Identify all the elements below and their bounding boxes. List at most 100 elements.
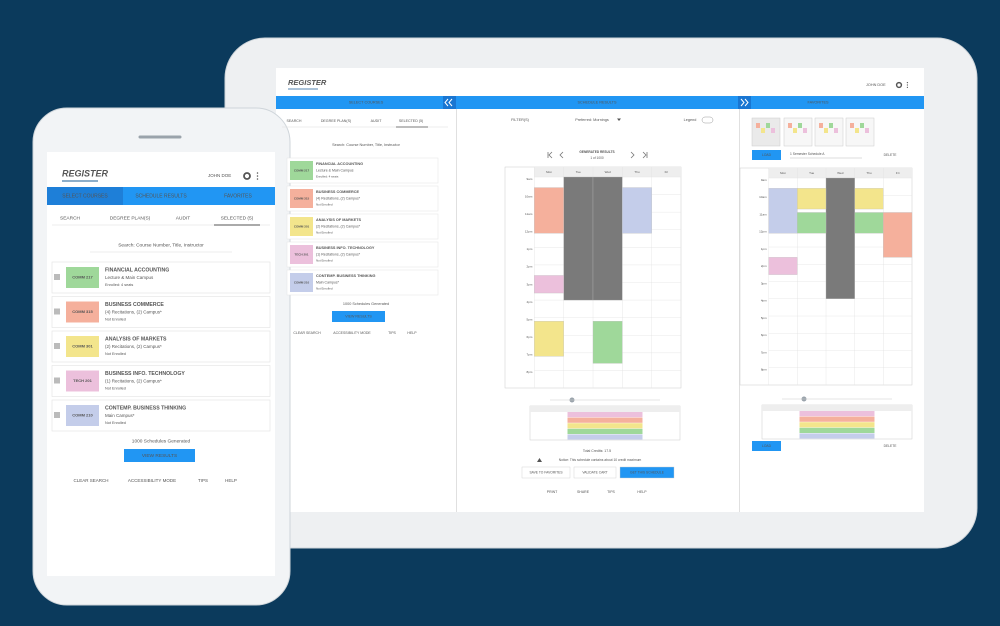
time-label: 2pm xyxy=(526,265,532,269)
menu-icon[interactable] xyxy=(906,82,909,84)
load-label[interactable]: LOAD xyxy=(762,153,772,157)
course-tag xyxy=(66,370,99,392)
subtab[interactable]: AUDIT xyxy=(371,119,383,123)
menu-icon[interactable] xyxy=(256,172,259,174)
class-block[interactable] xyxy=(854,188,884,210)
logo: REGISTER xyxy=(62,168,109,178)
tab[interactable]: FAVORITES xyxy=(224,193,252,199)
delete-label[interactable]: DELETE xyxy=(884,444,898,448)
schedule-thumbnail[interactable] xyxy=(783,117,813,147)
class-block[interactable] xyxy=(592,321,623,364)
class-block[interactable] xyxy=(592,176,623,301)
footer-link[interactable]: ACCESSIBILITY MODE xyxy=(128,478,176,483)
time-label: 9am xyxy=(526,177,532,181)
menu-icon[interactable] xyxy=(906,84,909,86)
view-results-button[interactable] xyxy=(332,311,385,322)
day-label: Fri xyxy=(665,170,669,174)
toggle-switch[interactable] xyxy=(701,116,714,124)
footer-link[interactable]: HELP xyxy=(637,490,647,494)
load-label[interactable]: LOAD xyxy=(762,444,772,448)
footer-link[interactable]: PRINT xyxy=(547,490,558,494)
course-title: CONTEMP. BUSINESS THINKING xyxy=(316,274,375,278)
action-button[interactable] xyxy=(573,466,617,479)
tab[interactable]: FAVORITES xyxy=(807,101,828,105)
legend-toggle[interactable]: Legend xyxy=(684,118,697,122)
thumbnail-block xyxy=(793,128,797,133)
course-status: Enrolled: 4 seats xyxy=(316,174,339,178)
subtab[interactable]: SELECTED (5) xyxy=(221,215,254,221)
schedule-thumbnail[interactable] xyxy=(751,117,781,147)
delete-label[interactable]: DELETE xyxy=(884,153,898,157)
course-code: COMM 217 xyxy=(72,275,93,280)
course-checkbox[interactable] xyxy=(54,343,60,349)
class-block[interactable] xyxy=(768,257,798,275)
class-block[interactable] xyxy=(797,212,827,234)
footer-link[interactable]: ACCESSIBILITY MODE xyxy=(333,331,371,335)
tab[interactable]: SELECT COURSES xyxy=(62,193,108,199)
schedule-name[interactable]: 1 Semester Schedule A xyxy=(790,152,825,156)
course-checkbox[interactable] xyxy=(54,412,60,418)
class-block[interactable] xyxy=(825,177,855,299)
menu-icon[interactable] xyxy=(906,86,909,88)
class-block[interactable] xyxy=(883,212,913,258)
footer-link[interactable]: CLEAR SEARCH xyxy=(293,331,321,335)
menu-icon[interactable] xyxy=(256,175,259,177)
footer-link[interactable]: TIPS xyxy=(198,478,208,483)
time-label: 5pm xyxy=(761,316,767,320)
class-block[interactable] xyxy=(534,321,564,357)
course-checkbox[interactable] xyxy=(54,308,60,315)
subtab[interactable]: DEGREE PLAN(S) xyxy=(321,119,351,123)
view-results-label[interactable]: VIEW RESULTS xyxy=(345,314,372,318)
action-label[interactable]: SAVE TO FAVORITES xyxy=(529,470,563,474)
action-label[interactable]: GET THIS SCHEDULE xyxy=(630,470,665,474)
action-button[interactable] xyxy=(521,466,571,479)
tab[interactable]: SCHEDULE RESULTS xyxy=(578,101,617,105)
footer-link[interactable]: HELP xyxy=(225,478,237,483)
nav-arrows[interactable] xyxy=(547,151,648,159)
thumbnail-block xyxy=(798,123,802,128)
settings-icon[interactable] xyxy=(895,81,903,89)
class-block[interactable] xyxy=(534,275,564,294)
class-block[interactable] xyxy=(768,188,798,234)
course-detail: (4) Recitations, (2) Campus* xyxy=(105,310,162,315)
schedule-thumbnail[interactable] xyxy=(814,117,844,147)
day-label: Tue xyxy=(809,171,814,175)
class-block[interactable] xyxy=(534,187,564,234)
preference-select[interactable]: Preferred: Mornings xyxy=(575,118,609,122)
course-checkbox[interactable] xyxy=(54,274,60,280)
footer-link[interactable]: HELP xyxy=(407,331,417,335)
thumbnail-block xyxy=(834,128,838,133)
search-input[interactable]: Search: Course Number, Title, Instructor xyxy=(118,242,204,248)
footer-link[interactable]: TIPS xyxy=(388,331,396,335)
action-label[interactable]: VALIDATE CART xyxy=(582,470,607,474)
footer-link[interactable]: TIPS xyxy=(607,490,615,494)
load-button[interactable] xyxy=(752,441,781,451)
filters[interactable]: FILTER(S) xyxy=(511,118,530,122)
search-input[interactable]: Search: Course Number, Title, Instructor xyxy=(332,143,400,147)
load-button[interactable] xyxy=(752,150,781,160)
tab[interactable]: SCHEDULE RESULTS xyxy=(135,193,187,199)
menu-icon[interactable] xyxy=(256,178,259,180)
subtab[interactable]: SEARCH xyxy=(60,215,81,221)
tab[interactable]: SELECT COURSES xyxy=(349,101,384,105)
view-results-button[interactable] xyxy=(124,449,195,462)
subtab[interactable]: SEARCH xyxy=(287,119,302,123)
class-block[interactable] xyxy=(622,187,652,234)
subtab[interactable]: DEGREE PLAN(S) xyxy=(110,215,151,221)
class-block[interactable] xyxy=(797,188,827,210)
course-code: TECH 201 xyxy=(294,252,308,256)
class-block[interactable] xyxy=(563,176,594,301)
class-block[interactable] xyxy=(854,212,884,234)
action-button[interactable] xyxy=(619,466,675,479)
time-label: 10am xyxy=(759,195,767,199)
course-checkbox[interactable] xyxy=(54,377,60,384)
course-tag xyxy=(290,217,313,236)
view-results-label[interactable]: VIEW RESULTS xyxy=(142,453,177,459)
footer-link[interactable]: CLEAR SEARCH xyxy=(73,478,108,483)
settings-icon[interactable] xyxy=(243,172,251,180)
footer-link[interactable]: SHARE xyxy=(577,490,590,494)
schedule-thumbnail[interactable] xyxy=(845,117,875,147)
course-tag xyxy=(66,336,99,357)
subtab[interactable]: AUDIT xyxy=(176,215,190,221)
subtab[interactable]: SELECTED (5) xyxy=(399,119,423,123)
